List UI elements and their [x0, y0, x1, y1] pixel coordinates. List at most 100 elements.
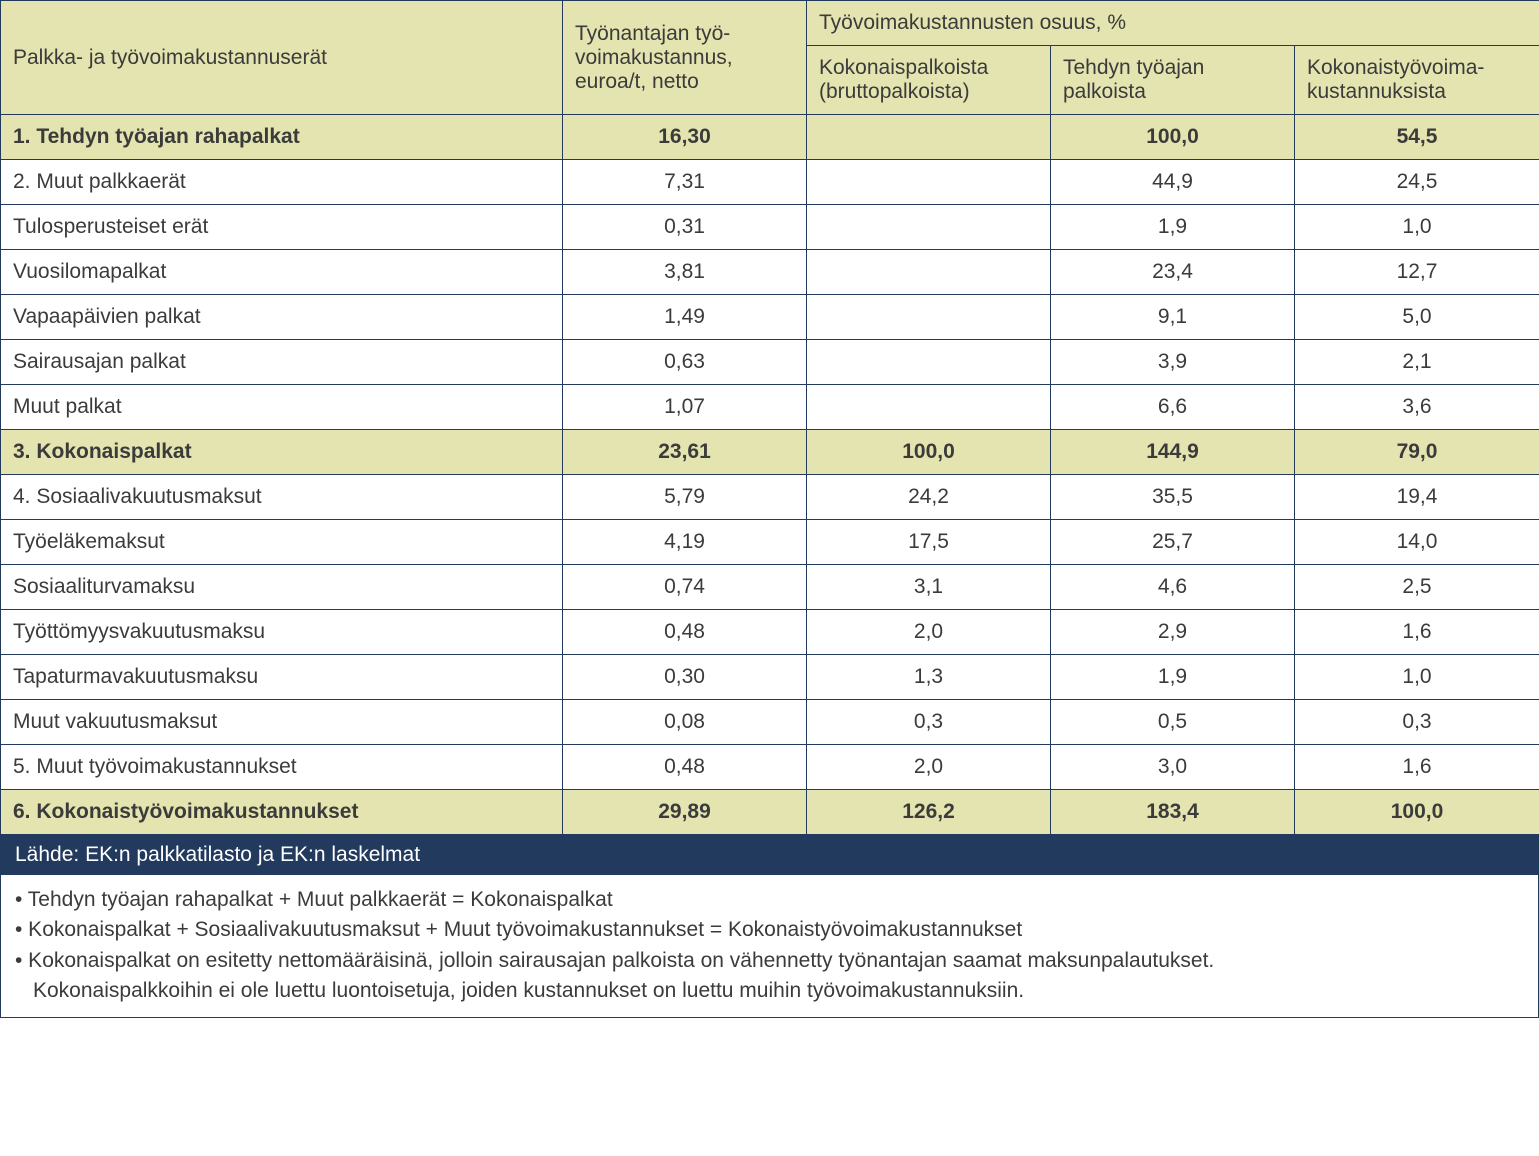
row-value: 3,81 — [563, 250, 807, 295]
row-value: 23,61 — [563, 430, 807, 475]
row-value: 24,5 — [1295, 160, 1539, 205]
row-value: 44,9 — [1051, 160, 1295, 205]
table-row: Vapaapäivien palkat1,49 9,15,0 — [1, 295, 1539, 340]
row-value: 0,5 — [1051, 700, 1295, 745]
row-value: 0,31 — [563, 205, 807, 250]
row-value: 35,5 — [1051, 475, 1295, 520]
row-value — [807, 160, 1051, 205]
header-col1: Työnantajan työ-voimakustannus,euroa/t, … — [563, 1, 807, 115]
row-value: 2,0 — [807, 745, 1051, 790]
table-row: Sairausajan palkat0,633,92,1 — [1, 340, 1539, 385]
row-label: Tulosperusteiset erät — [1, 205, 563, 250]
table-row: 5. Muut työvoimakustannukset0,482,03,01,… — [1, 745, 1539, 790]
row-value: 100,0 — [1295, 790, 1539, 835]
row-value: 0,08 — [563, 700, 807, 745]
row-value: 5,0 — [1295, 295, 1539, 340]
row-value — [807, 205, 1051, 250]
row-value: 0,3 — [1295, 700, 1539, 745]
header-col3: Tehdyn työajanpalkoista — [1051, 46, 1295, 115]
row-value: 1,0 — [1295, 655, 1539, 700]
row-label: Vapaapäivien palkat — [1, 295, 563, 340]
row-value: 3,9 — [1051, 340, 1295, 385]
table-row: 1. Tehdyn työajan rahapalkat16,30 100,054… — [1, 115, 1539, 160]
row-value: 3,6 — [1295, 385, 1539, 430]
header-col4: Kokonaistyövoima-kustannuksista — [1295, 46, 1539, 115]
row-value: 2,1 — [1295, 340, 1539, 385]
note-line: • Kokonaispalkat on esitetty nettomääräi… — [15, 946, 1524, 976]
row-value: 3,1 — [807, 565, 1051, 610]
row-value: 24,2 — [807, 475, 1051, 520]
row-value: 0,3 — [807, 700, 1051, 745]
row-value: 0,48 — [563, 745, 807, 790]
table-row: 2. Muut palkkaerät7,31 44,924,5 — [1, 160, 1539, 205]
row-value: 6,6 — [1051, 385, 1295, 430]
row-value: 144,9 — [1051, 430, 1295, 475]
table-header: Palkka- ja työvoimakustannuserät Työnant… — [1, 1, 1539, 115]
row-label: 5. Muut työvoimakustannukset — [1, 745, 563, 790]
row-value: 14,0 — [1295, 520, 1539, 565]
table-row: Vuosilomapalkat3,81 23,412,7 — [1, 250, 1539, 295]
row-label: Sosiaaliturvamaksu — [1, 565, 563, 610]
notes-box: • Tehdyn työajan rahapalkat + Muut palkk… — [0, 875, 1539, 1018]
row-label: Muut vakuutusmaksut — [1, 700, 563, 745]
row-label: 1. Tehdyn työajan rahapalkat — [1, 115, 563, 160]
row-value: 54,5 — [1295, 115, 1539, 160]
cost-table: Palkka- ja työvoimakustannuserät Työnant… — [0, 0, 1539, 835]
row-label: Muut palkat — [1, 385, 563, 430]
row-value: 0,30 — [563, 655, 807, 700]
table-row: 4. Sosiaalivakuutusmaksut5,7924,235,519,… — [1, 475, 1539, 520]
row-value: 23,4 — [1051, 250, 1295, 295]
row-value: 9,1 — [1051, 295, 1295, 340]
row-value: 16,30 — [563, 115, 807, 160]
row-value: 79,0 — [1295, 430, 1539, 475]
row-value: 0,74 — [563, 565, 807, 610]
row-value — [807, 340, 1051, 385]
row-label: 3. Kokonaispalkat — [1, 430, 563, 475]
row-value: 2,0 — [807, 610, 1051, 655]
row-value: 100,0 — [807, 430, 1051, 475]
row-value: 19,4 — [1295, 475, 1539, 520]
header-col2: Kokonaispalkoista(bruttopalkoista) — [807, 46, 1051, 115]
row-value: 1,0 — [1295, 205, 1539, 250]
row-label: Tapaturmavakuutusmaksu — [1, 655, 563, 700]
note-line: • Kokonaispalkat + Sosiaalivakuutusmaksu… — [15, 915, 1524, 945]
table-row: Työttömyysvakuutusmaksu0,482,02,91,6 — [1, 610, 1539, 655]
row-value: 1,49 — [563, 295, 807, 340]
table-row: Tapaturmavakuutusmaksu0,301,31,91,0 — [1, 655, 1539, 700]
header-group: Työvoimakustannusten osuus, % — [807, 1, 1539, 46]
row-label: Vuosilomapalkat — [1, 250, 563, 295]
row-value: 25,7 — [1051, 520, 1295, 565]
table-container: Palkka- ja työvoimakustannuserät Työnant… — [0, 0, 1539, 1018]
row-value — [807, 385, 1051, 430]
note-line: Kokonaispalkkoihin ei ole luettu luontoi… — [15, 976, 1524, 1006]
table-row: Muut vakuutusmaksut0,080,30,50,3 — [1, 700, 1539, 745]
row-value: 183,4 — [1051, 790, 1295, 835]
row-value — [807, 250, 1051, 295]
table-row: 6. Kokonaistyövoimakustannukset29,89126,… — [1, 790, 1539, 835]
row-value: 5,79 — [563, 475, 807, 520]
header-col0: Palkka- ja työvoimakustannuserät — [1, 1, 563, 115]
row-label: 2. Muut palkkaerät — [1, 160, 563, 205]
row-label: 4. Sosiaalivakuutusmaksut — [1, 475, 563, 520]
row-value: 4,19 — [563, 520, 807, 565]
row-value: 1,07 — [563, 385, 807, 430]
row-value: 1,9 — [1051, 655, 1295, 700]
table-row: 3. Kokonaispalkat23,61100,0144,979,0 — [1, 430, 1539, 475]
table-row: Työeläkemaksut4,1917,525,714,0 — [1, 520, 1539, 565]
row-value: 1,6 — [1295, 610, 1539, 655]
row-value: 29,89 — [563, 790, 807, 835]
source-bar: Lähde: EK:n palkkatilasto ja EK:n laskel… — [0, 835, 1539, 875]
row-label: Sairausajan palkat — [1, 340, 563, 385]
row-value: 100,0 — [1051, 115, 1295, 160]
row-value: 126,2 — [807, 790, 1051, 835]
row-value: 1,3 — [807, 655, 1051, 700]
table-row: Sosiaaliturvamaksu0,743,14,62,5 — [1, 565, 1539, 610]
row-value: 12,7 — [1295, 250, 1539, 295]
row-value — [807, 295, 1051, 340]
row-value — [807, 115, 1051, 160]
row-label: 6. Kokonaistyövoimakustannukset — [1, 790, 563, 835]
table-row: Muut palkat1,07 6,63,6 — [1, 385, 1539, 430]
table-row: Tulosperusteiset erät0,311,91,0 — [1, 205, 1539, 250]
row-value: 1,6 — [1295, 745, 1539, 790]
row-value: 7,31 — [563, 160, 807, 205]
